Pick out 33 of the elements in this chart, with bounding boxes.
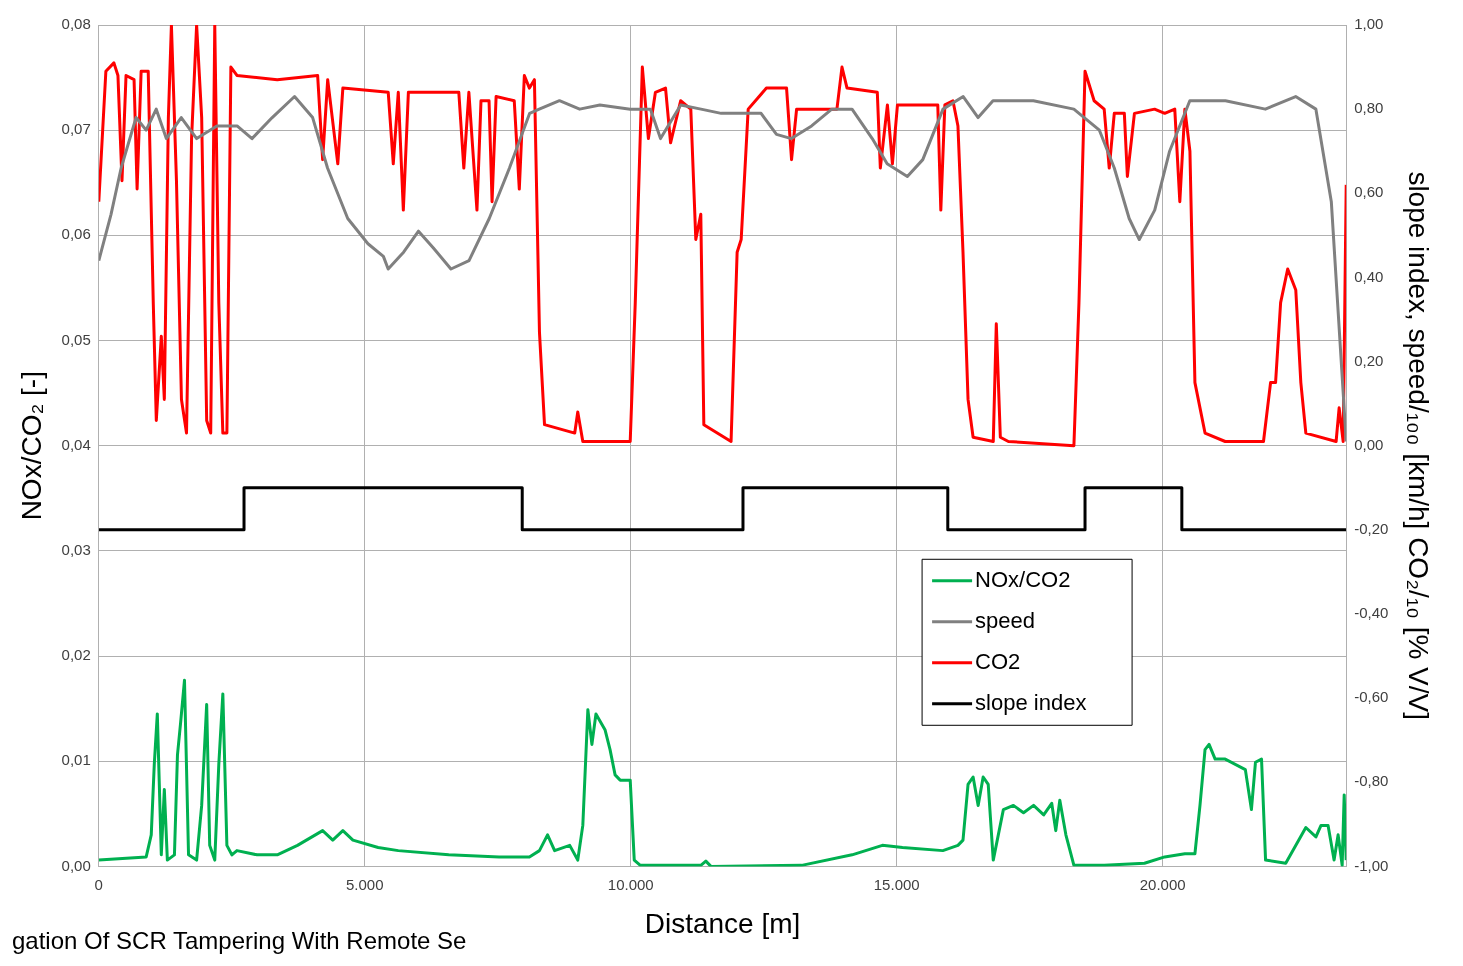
y2-axis-title: slope index, speed/₁₀₀ [km/h] CO₂/₁₀ [% V/V] [1403,171,1435,721]
x-axis-title: Distance [m] [644,907,801,939]
y2-tick-label: -0,40 [1354,604,1389,622]
legend-label: NOx/CO2 [975,566,1071,592]
legend-label: speed [975,607,1036,633]
y2-tick-label: -0,60 [1354,688,1389,706]
x-tick-label: 10.000 [607,875,654,893]
y-tick-label: 0,02 [61,646,91,664]
y2-tick-label: 0,60 [1354,183,1384,201]
y2-tick-label: -0,20 [1354,519,1389,537]
y-tick-label: 0,00 [61,856,91,874]
legend-label: slope index [975,689,1087,715]
y-tick-label: 0,08 [61,15,91,33]
y-axis-title: NOx/CO₂ [-] [15,371,47,521]
y2-tick-label: 0,80 [1354,99,1384,117]
x-tick-label: 5.000 [345,875,384,893]
x-tick-label: 15.000 [873,875,920,893]
y-tick-label: 0,05 [61,330,91,348]
y-tick-label: 0,01 [61,751,91,769]
y2-tick-label: -1,00 [1354,856,1389,874]
x-tick-label: 0 [94,875,103,893]
y-tick-label: 0,06 [61,225,91,243]
y2-tick-label: 0,20 [1354,351,1384,369]
y2-tick-label: 0,00 [1354,435,1384,453]
y-tick-label: 0,04 [61,435,91,453]
x-tick-label: 20.000 [1139,875,1186,893]
y2-tick-label: -0,80 [1354,772,1389,790]
legend-label: CO2 [975,648,1021,674]
y2-tick-label: 1,00 [1354,15,1384,33]
text: gation Of SCR Tampering With Remote Se [12,926,467,954]
y2-tick-label: 0,40 [1354,267,1384,285]
y-tick-label: 0,03 [61,541,91,559]
y-tick-label: 0,07 [61,120,91,138]
